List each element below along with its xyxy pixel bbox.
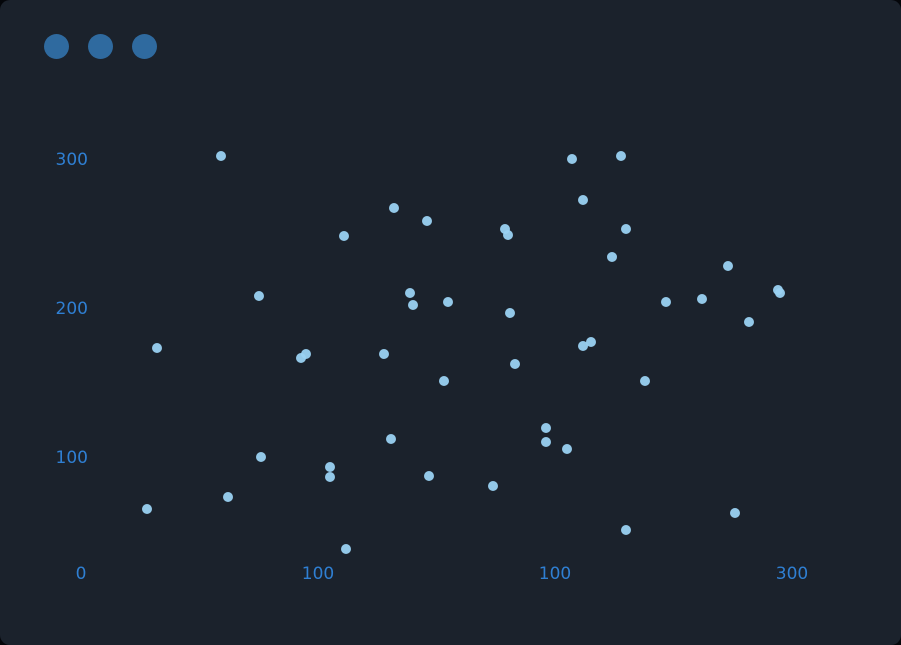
data-point — [621, 524, 632, 535]
data-point — [775, 287, 786, 298]
data-point — [723, 260, 733, 271]
data-point — [256, 451, 267, 462]
data-point — [301, 348, 312, 359]
data-point — [407, 299, 418, 310]
window-titlebar — [0, 0, 901, 70]
data-point — [621, 223, 632, 234]
y-tick-label: 300 — [55, 150, 88, 170]
data-point — [215, 150, 226, 161]
x-tick-label: 100 — [538, 564, 572, 584]
y-tick-label: 200 — [55, 299, 88, 319]
data-point — [379, 348, 390, 359]
data-point — [386, 433, 397, 444]
data-point — [509, 359, 520, 370]
data-point — [661, 296, 672, 307]
data-point — [424, 470, 435, 481]
data-point — [578, 195, 589, 206]
data-point — [540, 436, 551, 447]
window-control-button-1[interactable] — [44, 34, 69, 59]
data-point — [504, 308, 515, 319]
data-point — [405, 287, 416, 298]
data-point — [640, 375, 651, 386]
data-point — [540, 423, 551, 434]
data-point — [422, 216, 433, 227]
y-tick-label: 100 — [55, 448, 88, 468]
data-point — [339, 230, 350, 241]
x-tick-label: 100 — [301, 564, 335, 584]
data-point — [502, 229, 513, 240]
data-point — [296, 353, 307, 364]
data-point — [606, 251, 617, 262]
data-point — [616, 150, 627, 161]
data-point — [324, 472, 335, 483]
data-point — [341, 543, 352, 554]
window-control-button-3[interactable] — [132, 34, 157, 59]
x-tick-label: 0 — [75, 564, 87, 584]
data-point — [561, 444, 572, 455]
data-point — [142, 503, 153, 514]
data-point — [443, 296, 454, 307]
data-point — [566, 153, 577, 164]
data-point — [388, 202, 399, 213]
data-point — [730, 508, 741, 519]
data-point — [500, 223, 511, 234]
data-point — [253, 290, 264, 301]
data-point — [222, 491, 233, 502]
data-point — [438, 375, 449, 386]
x-tick-label: 300 — [775, 564, 809, 584]
data-point — [696, 293, 707, 304]
data-point — [744, 317, 755, 328]
data-point — [151, 342, 162, 353]
window-control-button-2[interactable] — [88, 34, 113, 59]
data-point — [578, 341, 589, 352]
data-point — [324, 461, 335, 472]
data-point — [585, 336, 596, 347]
data-point — [488, 481, 499, 492]
